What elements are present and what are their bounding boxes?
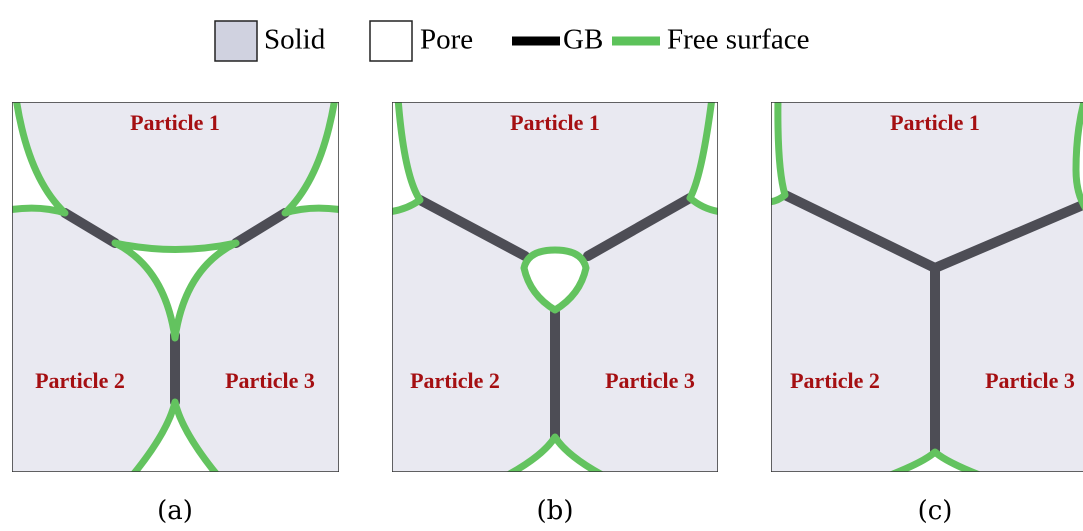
legend-label: Free surface [667,24,810,56]
legend-label: GB [563,24,603,56]
legend-label: Pore [420,24,473,56]
panel-caption: (b) [537,496,574,526]
panel-c [767,98,1083,476]
particle-label: Particle 2 [410,368,500,393]
legend: Solid Pore GB Free surface [215,21,810,61]
particle-label: Particle 2 [790,368,880,393]
pore-swatch [370,21,412,61]
particle-label: Particle 3 [605,368,695,393]
particle-label: Particle 1 [130,110,220,135]
panel-caption: (a) [157,496,193,526]
solid-swatch [215,21,257,61]
particle-label: Particle 1 [510,110,600,135]
panel-b [388,98,722,476]
figure: Solid Pore GB Free surface [0,0,1083,531]
panel-a [8,98,343,476]
panel-caption: (c) [918,496,953,526]
particle-label: Particle 3 [985,368,1075,393]
particle-label: Particle 3 [225,368,315,393]
solid [771,102,1083,472]
legend-label: Solid [264,24,326,56]
particle-label: Particle 2 [35,368,125,393]
particle-label: Particle 1 [890,110,980,135]
